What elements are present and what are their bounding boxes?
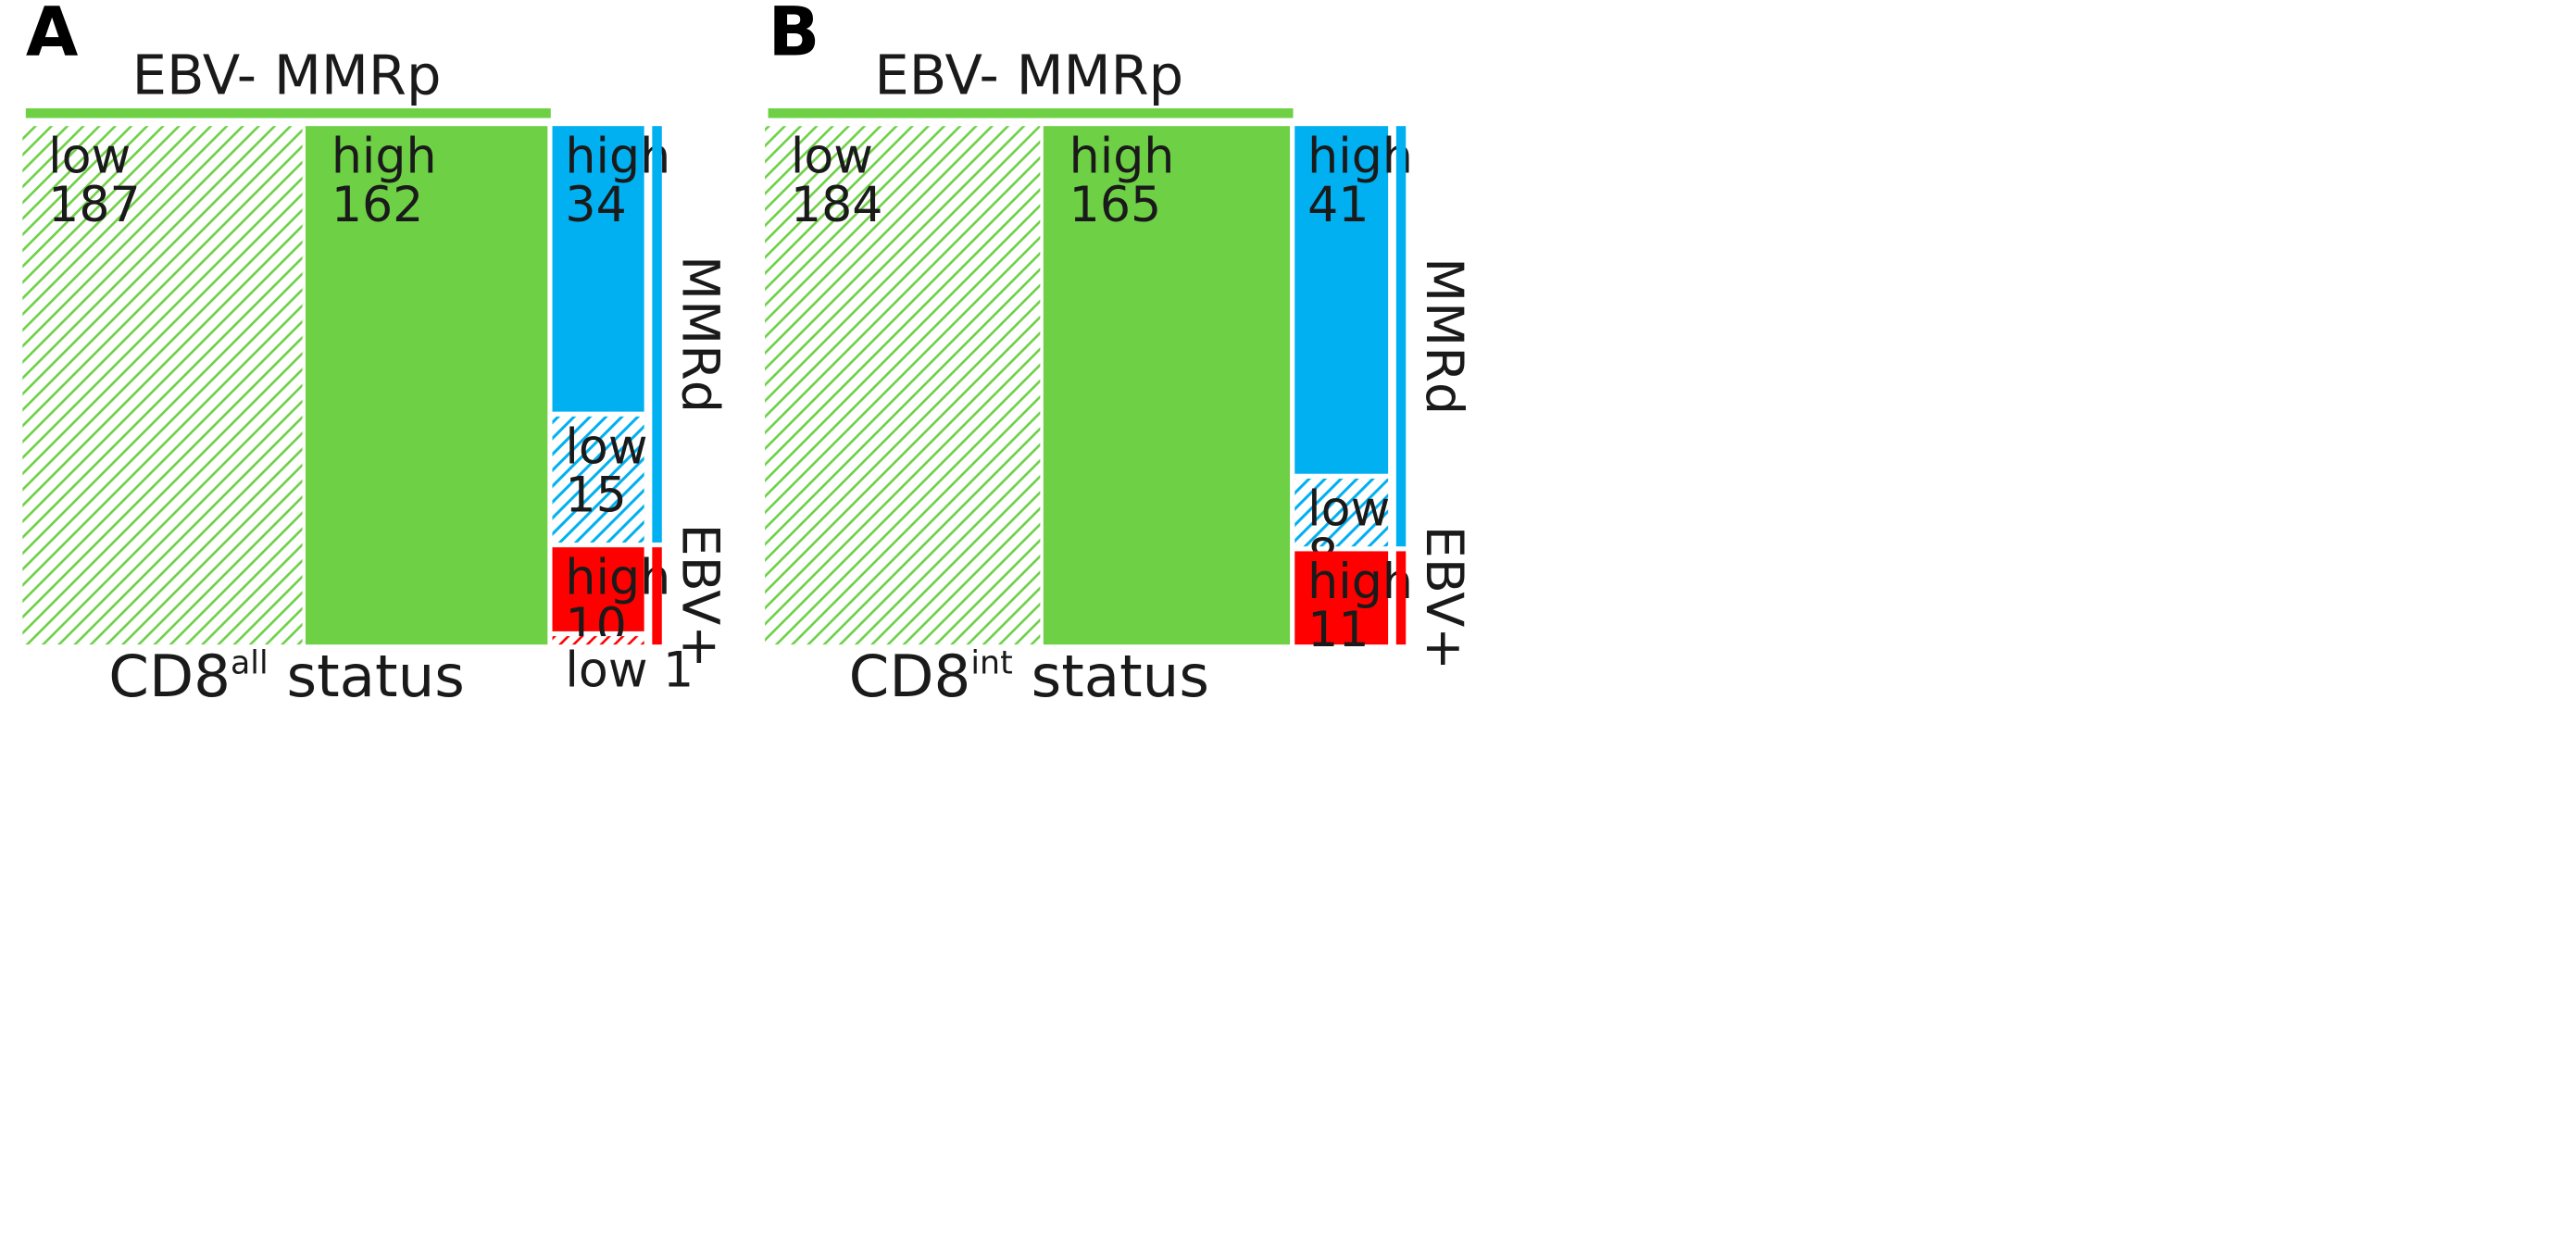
- side-label-mmrd: MMRd: [1414, 257, 1474, 415]
- x-axis-label: CD8all status: [108, 643, 465, 710]
- cell-label-status: low: [1307, 481, 1390, 537]
- cell-label-small: low 1: [565, 643, 694, 698]
- x-axis-label-sup: int: [970, 644, 1012, 681]
- x-axis-label-main: CD8: [849, 643, 971, 710]
- side-label-mmrd: MMRd: [669, 256, 730, 413]
- top-group-bar: [768, 108, 1294, 119]
- cell-label-count: 10: [565, 599, 626, 655]
- cell-label-status: high: [1069, 130, 1175, 185]
- side-bar-mmrd: [1395, 126, 1407, 547]
- cell-label-status: high: [331, 130, 437, 185]
- side-label-ebv: EBV+: [669, 524, 730, 668]
- x-axis-label-rest: status: [1013, 643, 1209, 710]
- cell-label-count: 187: [48, 178, 141, 233]
- side-bar-mmrd: [652, 126, 662, 543]
- x-axis-label: CD8int status: [849, 643, 1209, 710]
- side-label-ebv: EBV+: [1414, 526, 1474, 670]
- cell-label-count: 165: [1069, 178, 1162, 233]
- cell-mmrp-high: [1043, 126, 1291, 645]
- cell-label-count: 15: [565, 468, 626, 523]
- cell-ebv-low: [552, 636, 644, 645]
- cell-label-count: 11: [1307, 603, 1369, 658]
- cell-mmrd-low: [1294, 478, 1389, 547]
- cell-ebv-high: [1294, 551, 1389, 645]
- cell-mmrd-high: [1294, 126, 1389, 474]
- x-axis-label-rest: status: [269, 643, 465, 710]
- top-group-label: EBV- MMRp: [874, 43, 1183, 106]
- cell-label-status: low: [791, 130, 873, 185]
- cell-mmrp-low: [765, 126, 1041, 645]
- cell-label-status: low: [565, 419, 647, 475]
- x-axis-label-main: CD8: [108, 643, 231, 710]
- top-group-label: EBV- MMRp: [132, 43, 442, 106]
- side-bar-ebv: [652, 547, 662, 645]
- panel-letter: B: [769, 0, 820, 72]
- cell-ebv-high: [552, 547, 644, 631]
- side-bar-ebv: [1395, 551, 1407, 645]
- cell-mmrp-high: [305, 126, 548, 645]
- x-axis-label-sup: all: [231, 644, 269, 681]
- cell-label-count: 34: [565, 178, 626, 233]
- top-group-bar: [25, 108, 551, 119]
- panel-letter: A: [26, 0, 79, 72]
- cell-mmrd-high: [552, 126, 644, 412]
- cell-mmrd-low: [552, 416, 644, 543]
- cell-label-count: 162: [331, 178, 424, 233]
- cell-mmrp-low: [22, 126, 303, 645]
- cell-label-status: high: [1307, 555, 1413, 610]
- cell-label-status: low: [48, 130, 131, 185]
- cell-label-count: 41: [1307, 178, 1369, 233]
- cell-label-status: high: [1307, 130, 1413, 185]
- cell-label-count: 184: [791, 178, 883, 233]
